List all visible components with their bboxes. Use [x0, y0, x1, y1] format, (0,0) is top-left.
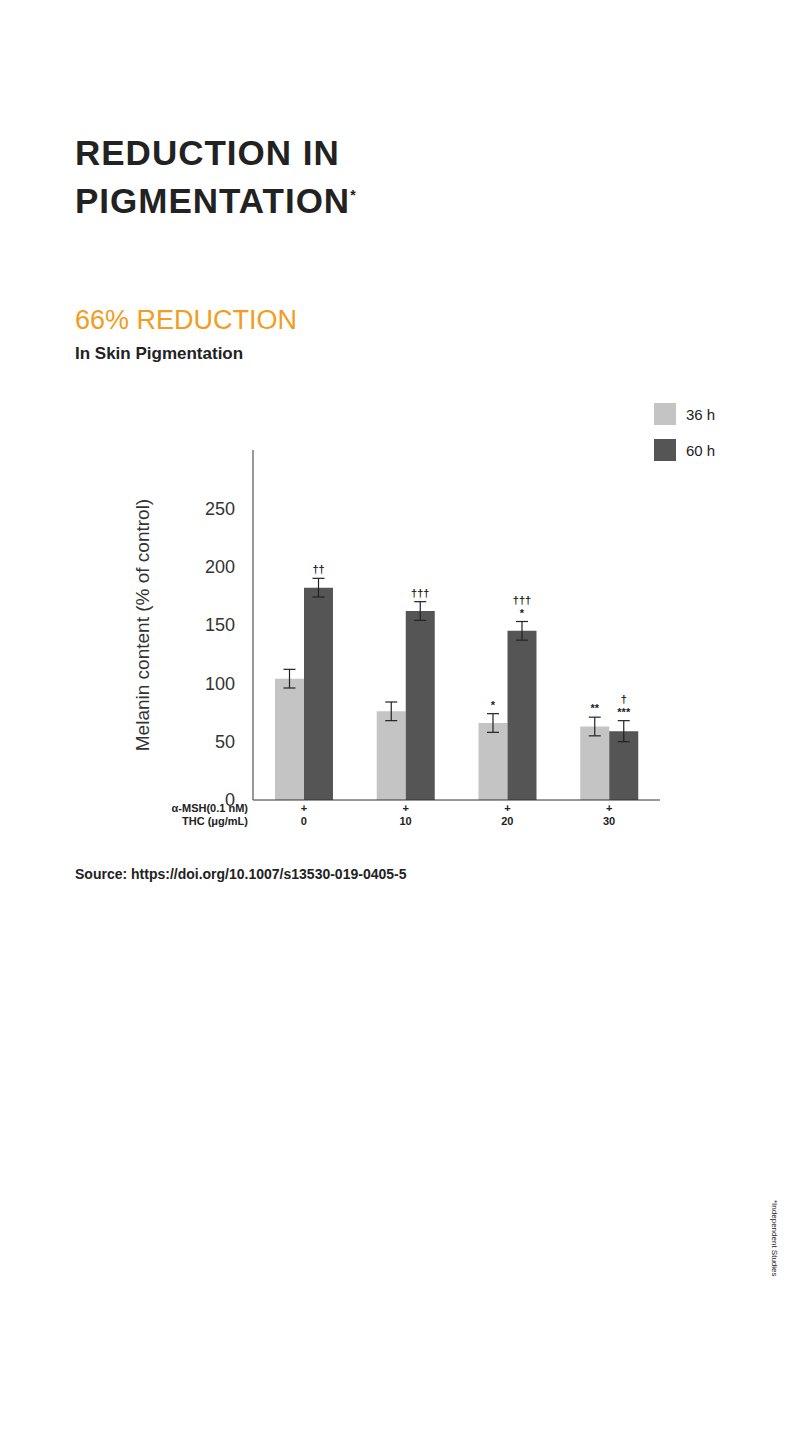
svg-text:†††: ††† — [411, 587, 429, 599]
svg-text:†: † — [621, 693, 627, 705]
svg-text:†††: ††† — [513, 594, 531, 606]
svg-text:30: 30 — [603, 815, 615, 827]
svg-text:+: + — [402, 802, 408, 814]
svg-text:**: ** — [590, 702, 599, 714]
svg-text:100: 100 — [205, 674, 235, 694]
svg-text:200: 200 — [205, 557, 235, 577]
svg-text:+: + — [606, 802, 612, 814]
svg-text:††: †† — [312, 563, 324, 575]
svg-text:*: * — [520, 607, 525, 619]
svg-text:*: * — [491, 699, 496, 711]
svg-text:250: 250 — [205, 499, 235, 519]
svg-text:50: 50 — [215, 732, 235, 752]
svg-text:10: 10 — [400, 815, 412, 827]
svg-text:0: 0 — [301, 815, 307, 827]
svg-text:Melanin content (% of control): Melanin content (% of control) — [132, 499, 153, 751]
svg-text:***: *** — [617, 706, 631, 718]
svg-text:+: + — [504, 802, 510, 814]
svg-text:+: + — [301, 802, 307, 814]
svg-text:20: 20 — [501, 815, 513, 827]
svg-text:150: 150 — [205, 615, 235, 635]
